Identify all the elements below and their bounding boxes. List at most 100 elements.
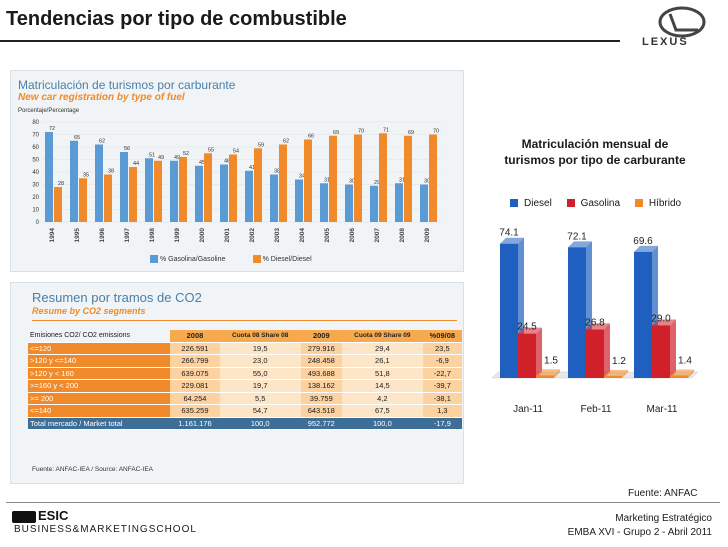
table-cell: <=120 xyxy=(28,342,170,355)
panel2-divider xyxy=(32,320,457,321)
y-tick-label: 10 xyxy=(32,208,39,214)
bar-diesel xyxy=(279,144,287,222)
footer-divider xyxy=(6,502,720,503)
bar-gasolina xyxy=(586,329,604,378)
table-row: >120 y < 160 639.075 55,0 493.688 51,8 -22,7 xyxy=(28,367,462,380)
bar-diesel xyxy=(329,135,337,222)
table-cell: 23,5 xyxy=(422,342,462,355)
table-cell: -39,7 xyxy=(422,379,462,393)
x-tick-label: 1995 xyxy=(74,228,81,243)
bar-top xyxy=(586,323,610,330)
x-tick-label: 2009 xyxy=(424,228,431,243)
panel2-source: Fuente: ANFAC-IEA / Source: ANFAC-IEA xyxy=(32,466,154,473)
table-cell: 639.075 xyxy=(170,367,220,380)
bar-side xyxy=(688,369,694,378)
table-cell: -22,7 xyxy=(422,367,462,380)
bar-diesel xyxy=(179,157,187,222)
bar-top xyxy=(634,245,658,252)
table-cell: 19,5 xyxy=(219,342,301,355)
table-cell: >=160 y < 200 xyxy=(28,379,170,393)
table-cell: 100,0 xyxy=(342,417,423,430)
co2-table: Emisiones CO2/ CO2 emissions 2008 Cuota … xyxy=(28,330,462,430)
table-cell: 26,1 xyxy=(342,354,423,368)
panel1-legend: % Gasolina/Gasoline % Diesel/Diesel xyxy=(150,255,312,263)
bar-gas xyxy=(170,160,178,222)
data-label: 24.5 xyxy=(517,322,537,333)
diesel-swatch xyxy=(510,199,518,208)
x-tick-label: Mar-11 xyxy=(647,404,678,415)
x-tick-label: 2002 xyxy=(249,228,256,243)
bar-diesel xyxy=(104,174,112,222)
panel2-subtitle: Resume by CO2 segments xyxy=(32,306,146,316)
data-label: 49 xyxy=(174,155,180,161)
school-name: BUSINESS&MARKETINGSCHOOL xyxy=(14,524,197,535)
bar-gas xyxy=(145,158,153,222)
table-cell: 23,0 xyxy=(219,354,301,368)
header-cell: 2009 xyxy=(300,330,343,343)
data-label: 1.5 xyxy=(544,355,558,366)
table-cell: >120 y < 160 xyxy=(28,367,170,380)
table-cell: 100,0 xyxy=(219,417,301,430)
panel2-title: Resumen por tramos de CO2 xyxy=(32,290,202,305)
gas-legend-swatch xyxy=(150,255,158,263)
table-cell: >120 y <=140 xyxy=(28,354,170,368)
bar-gas xyxy=(420,184,428,222)
data-label: 29.0 xyxy=(651,313,671,324)
title-rule xyxy=(0,40,620,42)
bar-híbrido xyxy=(536,375,554,378)
table-cell: Total mercado / Market total xyxy=(28,417,170,430)
lexus-logo-icon xyxy=(658,6,706,38)
data-label: 31 xyxy=(399,177,405,183)
bar-diesel xyxy=(404,135,412,222)
bar-gas xyxy=(95,144,103,222)
table-row: >= 200 64.254 5,5 39.759 4,2 -38,1 xyxy=(28,392,462,405)
table-cell: 952.772 xyxy=(300,417,343,430)
monthly-chart-legend: Diesel Gasolina Híbrido xyxy=(510,198,693,209)
bar-gas xyxy=(70,140,78,222)
bar-diesel xyxy=(379,133,387,222)
bar-híbrido xyxy=(604,375,622,378)
table-cell: 226.591 xyxy=(170,342,220,355)
lexus-wordmark: LEXUS xyxy=(642,36,689,48)
bar-side xyxy=(554,369,560,378)
bar-top xyxy=(518,327,542,334)
data-label: 31 xyxy=(324,177,330,183)
y-tick-label: 50 xyxy=(32,158,39,164)
esic-word: ESIC xyxy=(38,508,69,523)
table-cell: -17,9 xyxy=(422,417,462,430)
bar-gas xyxy=(345,184,353,222)
gasolina-swatch xyxy=(566,199,575,208)
panel1-subtitle: New car registration by type of fuel xyxy=(18,92,185,103)
esic-logo: ESIC xyxy=(12,508,68,523)
data-label: 69.6 xyxy=(633,236,653,247)
data-label: 59 xyxy=(258,142,264,148)
table-cell: 5,5 xyxy=(219,392,301,405)
table-cell: 14,5 xyxy=(342,379,423,393)
bar-top xyxy=(500,237,524,244)
data-label: 1.2 xyxy=(612,356,626,367)
bar-top xyxy=(568,241,592,248)
x-tick-label: 1994 xyxy=(49,228,56,243)
data-label: 62 xyxy=(283,139,289,145)
data-label: 34 xyxy=(299,174,305,180)
bar-diesel xyxy=(154,160,162,222)
bar-gasolina xyxy=(518,333,536,378)
data-label: 49 xyxy=(158,155,164,161)
bar-diesel xyxy=(254,148,262,222)
data-label: 1.4 xyxy=(678,355,692,366)
x-tick-label: 2004 xyxy=(299,228,306,243)
y-tick-label: 20 xyxy=(32,195,39,201)
data-label: 30 xyxy=(424,179,430,185)
header-cell: 2008 xyxy=(170,330,220,343)
table-header-row: Emisiones CO2/ CO2 emissions 2008 Cuota … xyxy=(28,330,462,343)
data-label: 28 xyxy=(58,181,64,187)
panel1-ylabel: Porcentaje/Percentage xyxy=(18,108,80,114)
table-cell: 266.799 xyxy=(170,354,220,368)
x-tick-label: 2006 xyxy=(349,228,356,243)
data-label: 35 xyxy=(83,172,89,178)
bar-gas xyxy=(320,183,328,222)
hibrido-swatch xyxy=(634,199,643,208)
data-label: 38 xyxy=(274,169,280,175)
monthly-fuel-chart: 74.1 24.5 1.5 Jan-11 72.1 26.8 1.2 Feb-11 69.6 29… xyxy=(491,228,699,415)
header-cell: Cuota 09 Share 09 xyxy=(342,330,423,343)
